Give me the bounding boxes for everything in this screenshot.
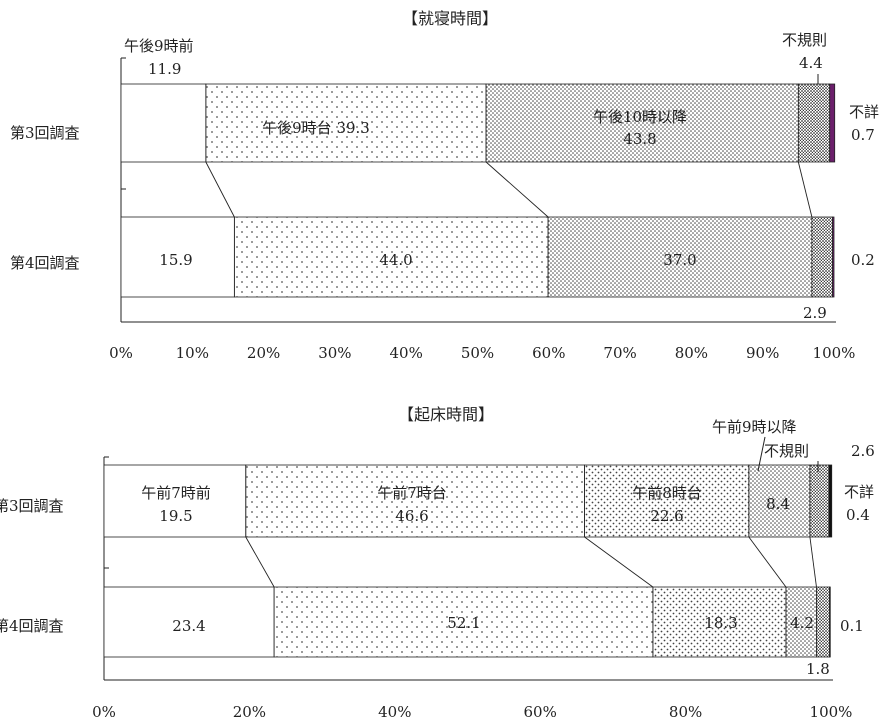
bar-segment xyxy=(828,464,833,538)
bar-segment xyxy=(103,586,275,658)
bar-segment xyxy=(816,586,830,658)
wakeup-chart: 【起床時間】 0% 20% 40% 60% 80% 100% 第3回調査 第4回調査 午前… xyxy=(0,405,875,720)
outside-label: 11.9 xyxy=(148,60,181,78)
outside-label: 不規則 xyxy=(764,442,809,460)
connector-lines xyxy=(205,161,813,218)
outside-label: 不詳 xyxy=(844,483,874,501)
x-tick-label: 20% xyxy=(247,344,280,362)
connector-line xyxy=(584,536,654,588)
bar-segment xyxy=(205,83,487,163)
bar-segment xyxy=(120,216,235,298)
segment-label: 8.4 xyxy=(766,495,790,513)
x-tick-label: 80% xyxy=(669,703,702,720)
category-label: 第4回調査 xyxy=(10,254,80,272)
x-tick-labels: 0% 20% 40% 60% 80% 100% xyxy=(92,703,852,720)
bar-segment xyxy=(797,83,831,163)
outside-label: 2.6 xyxy=(851,442,875,460)
outside-label: 不詳 xyxy=(849,103,879,121)
bar-segments xyxy=(120,83,836,298)
segment-label: 22.6 xyxy=(650,507,683,525)
x-tick-label: 100% xyxy=(813,344,856,362)
connector-line xyxy=(748,536,787,588)
chart-title: 【就寝時間】 xyxy=(402,9,498,28)
x-tick-label: 30% xyxy=(318,344,351,362)
x-tick-label: 40% xyxy=(378,703,411,720)
bar-segment xyxy=(811,216,833,298)
outside-label: 0.2 xyxy=(851,251,875,269)
x-tick-label: 90% xyxy=(746,344,779,362)
x-tick-label: 0% xyxy=(92,703,116,720)
outside-label: 0.4 xyxy=(846,506,870,524)
bar-segment xyxy=(809,464,830,538)
category-label: 第4回調査 xyxy=(0,617,64,635)
segment-label-name: 午後10時以降 xyxy=(593,108,687,126)
bar-segment xyxy=(245,464,585,538)
bar-segment xyxy=(829,586,831,658)
segment-label: 午後9時台 39.3 xyxy=(262,119,370,137)
bar-segment xyxy=(547,216,813,298)
segment-label-value: 43.8 xyxy=(623,130,656,148)
connector-lines xyxy=(245,536,817,588)
bar-segment xyxy=(120,83,207,163)
segment-label: 43.8 xyxy=(623,130,656,148)
bar-segment xyxy=(652,586,787,658)
bar-segment xyxy=(748,464,811,538)
outside-label: 0.7 xyxy=(851,126,875,144)
x-tick-label: 20% xyxy=(233,703,266,720)
x-tick-labels: 0% 10% 20% 30% 40% 50% 60% 70% 80% 90% 100% xyxy=(109,344,855,362)
segment-label: 午後10時以降 xyxy=(593,108,687,126)
bar-segment xyxy=(832,216,835,298)
segment-label: 18.3 xyxy=(704,614,737,632)
outside-label: 午前9時以降 xyxy=(712,418,797,436)
bar-segment xyxy=(273,586,654,658)
chart-title: 【起床時間】 xyxy=(398,405,494,424)
segment-label: 午前8時台 xyxy=(632,484,702,502)
callout-line xyxy=(757,436,766,472)
connector-line xyxy=(205,161,235,218)
x-tick-label: 70% xyxy=(603,344,636,362)
x-tick-label: 100% xyxy=(810,703,853,720)
bedtime-chart: 【就寝時間】 0% 10% 20% 30% 40% 50% 60% 70% 80% 90% 100%… xyxy=(10,9,879,362)
outside-label: 0.1 xyxy=(840,617,864,635)
segment-label: 午前7時前 xyxy=(141,484,211,502)
outside-label: 不規則 xyxy=(782,31,827,49)
category-label: 第3回調査 xyxy=(0,497,64,515)
connector-line xyxy=(797,161,813,218)
bar-segment xyxy=(103,464,247,538)
bar-segment xyxy=(233,216,549,298)
category-label: 第3回調査 xyxy=(10,124,80,142)
segment-label: 午前7時台 xyxy=(377,484,447,502)
connector-line xyxy=(809,536,817,588)
bar-segment xyxy=(785,586,817,658)
segment-label: 46.6 xyxy=(395,507,428,525)
x-tick-label: 0% xyxy=(109,344,133,362)
segment-label: 44.0 xyxy=(379,251,412,269)
bar-segment xyxy=(485,83,799,163)
connector-line xyxy=(245,536,275,588)
segment-label: 15.9 xyxy=(159,251,192,269)
outside-label: 4.4 xyxy=(799,54,823,72)
x-tick-label: 60% xyxy=(532,344,565,362)
outside-label: 1.8 xyxy=(806,660,830,678)
x-tick-label: 40% xyxy=(390,344,423,362)
x-tick-label: 80% xyxy=(675,344,708,362)
bar-segments xyxy=(103,464,833,658)
segment-label: 23.4 xyxy=(172,617,205,635)
segment-label: 52.1 xyxy=(447,614,480,632)
segment-label: 37.0 xyxy=(663,251,696,269)
outside-label: 午後9時前 xyxy=(124,37,194,55)
x-tick-label: 60% xyxy=(524,703,557,720)
connector-line xyxy=(485,161,549,218)
x-tick-label: 50% xyxy=(461,344,494,362)
outside-label: 2.9 xyxy=(803,304,827,322)
x-tick-label: 10% xyxy=(176,344,209,362)
segment-label: 19.5 xyxy=(159,507,192,525)
bar-segment xyxy=(829,83,836,163)
segment-label: 4.2 xyxy=(790,614,814,632)
